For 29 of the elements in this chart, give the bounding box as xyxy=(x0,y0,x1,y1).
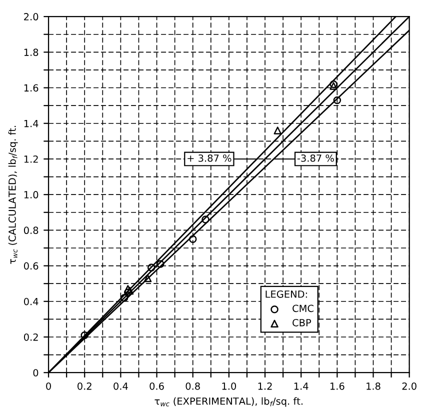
x-tick-label: 1.2 xyxy=(258,382,272,390)
x-tick-label: 1.8 xyxy=(366,382,380,390)
x-tick-label: 1.4 xyxy=(294,382,308,390)
y-tick-label: 0.6 xyxy=(24,262,38,270)
x-tick-label: 0 xyxy=(46,382,51,390)
y-tick-label: 1.2 xyxy=(24,155,38,163)
x-tick-label: 0.8 xyxy=(186,382,200,390)
y-tick-label: 0.8 xyxy=(24,226,38,234)
y-tick-label: 0.4 xyxy=(24,298,38,306)
y-tick-label: 1.0 xyxy=(24,191,38,198)
x-tick-label: 0.4 xyxy=(114,382,128,390)
x-tick-label: 1.6 xyxy=(330,382,344,390)
x-tick-label: 0.6 xyxy=(150,382,164,390)
y-tick-label: 1.4 xyxy=(24,120,38,128)
y-tick-label: 1.8 xyxy=(24,48,38,56)
y-tick-label: 0 xyxy=(33,369,38,376)
x-axis-title: τ$_{wc}$ (EXPERIMENTAL), lb$_{f}$/sq. ft. xyxy=(154,397,302,407)
y-tick-label: 0.2 xyxy=(24,333,38,341)
legend-label: CMC xyxy=(292,304,314,312)
x-tick-label: 1.0 xyxy=(222,382,236,390)
x-tick-label: 2.0 xyxy=(402,382,416,390)
y-tick-label: 2.0 xyxy=(24,13,38,20)
annotation: + 3.87 % xyxy=(188,154,232,162)
x-tick-label: 0.2 xyxy=(78,382,92,390)
y-tick-label: 1.6 xyxy=(24,84,38,92)
annotation: -3.87 % xyxy=(297,154,334,162)
y-axis-title: τ$_{wc}$ (CALCULATED), lb$_{f}$/sq. ft. xyxy=(8,126,18,264)
legend-title: LEGEND: xyxy=(266,290,307,298)
legend-label: CBP xyxy=(292,319,312,326)
